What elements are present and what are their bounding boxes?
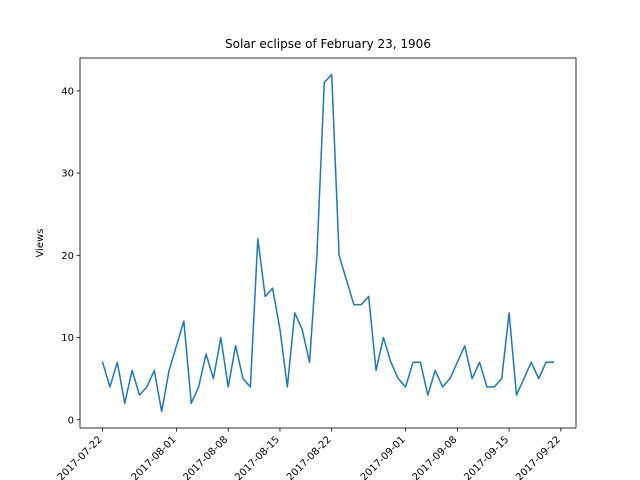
chart-title: Solar eclipse of February 23, 1906 [225,37,431,51]
y-tick-label: 30 [61,169,74,180]
y-tick-label: 10 [61,333,74,344]
y-tick-label: 40 [61,86,74,97]
y-tick-label: 0 [68,415,74,426]
y-axis-label: Views [35,229,46,258]
y-tick-label: 20 [61,251,74,262]
